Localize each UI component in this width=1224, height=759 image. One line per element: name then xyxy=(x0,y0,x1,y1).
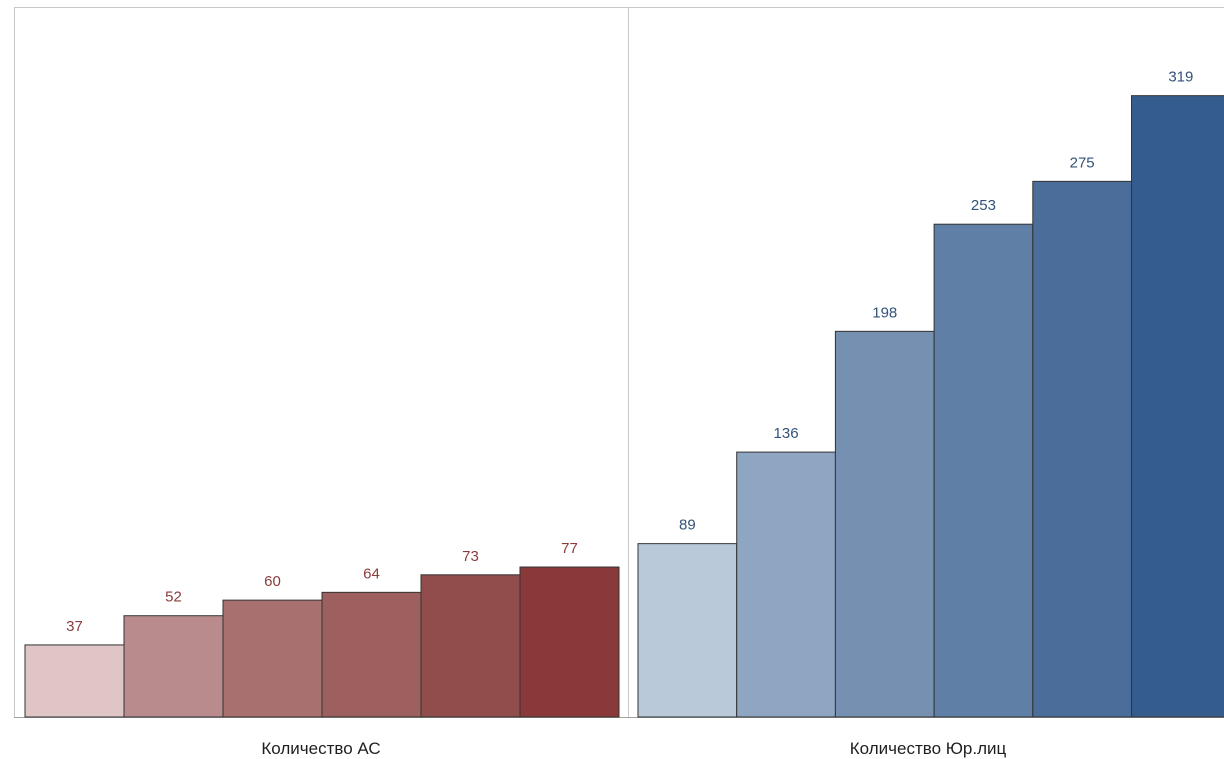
bar-1-3 xyxy=(933,223,1034,718)
data-label-1-3: 253 xyxy=(971,197,996,214)
panel-kolichestvo-yurlits: 89 136 198 253 275 319 xyxy=(637,69,1224,718)
data-label-1-5: 319 xyxy=(1168,69,1193,86)
data-label-0-4: 73 xyxy=(462,548,479,565)
data-label-0-5: 77 xyxy=(561,540,578,557)
data-label-1-1: 136 xyxy=(774,425,799,442)
bar-1-2 xyxy=(834,330,935,718)
panel-kolichestvo-as: 37 52 60 64 73 77 xyxy=(24,540,620,718)
data-label-0-3: 64 xyxy=(363,565,380,582)
x-axis-label-as: Количество АС xyxy=(261,739,380,758)
data-label-0-1: 52 xyxy=(165,589,182,606)
x-axis-label-yurlits: Количество Юр.лиц xyxy=(850,739,1007,758)
bar-0-0 xyxy=(24,644,125,718)
data-label-0-0: 37 xyxy=(66,618,83,635)
bar-0-3 xyxy=(321,591,422,718)
bar-1-0 xyxy=(637,543,738,718)
bar-0-4 xyxy=(420,574,521,718)
bar-0-2 xyxy=(222,599,323,718)
data-label-1-4: 275 xyxy=(1070,154,1095,171)
bar-0-1 xyxy=(123,615,224,718)
bar-1-5 xyxy=(1131,95,1224,718)
data-label-1-0: 89 xyxy=(679,517,696,534)
data-label-0-2: 60 xyxy=(264,573,281,590)
bar-1-4 xyxy=(1032,180,1133,718)
bar-1-1 xyxy=(736,451,836,718)
bar-0-5 xyxy=(519,566,620,718)
data-label-1-2: 198 xyxy=(872,304,897,321)
